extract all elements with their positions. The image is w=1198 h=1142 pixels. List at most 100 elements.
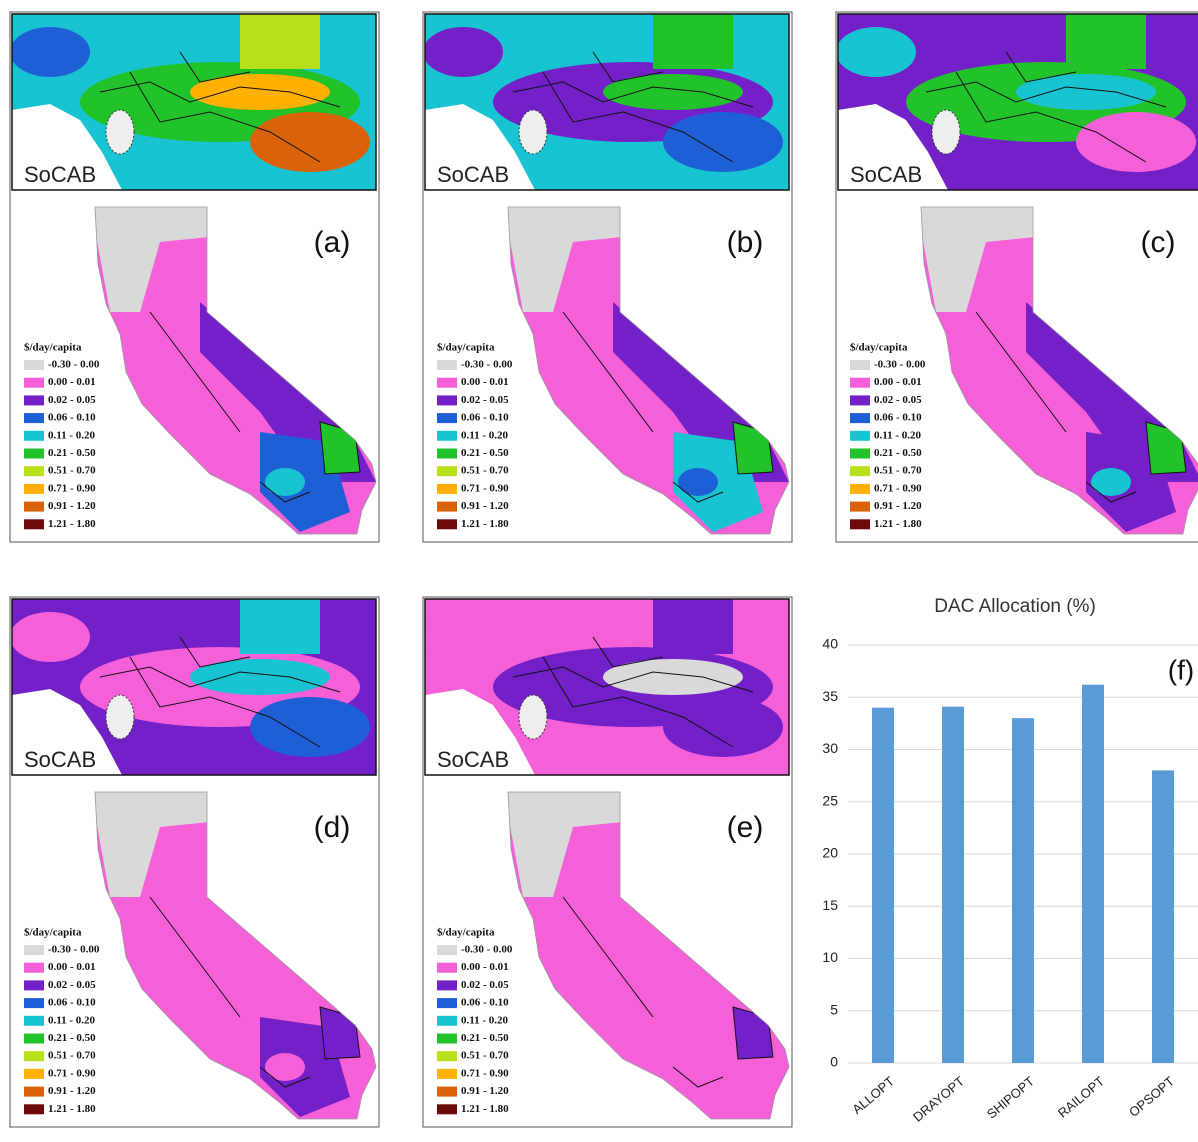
bar bbox=[872, 708, 894, 1063]
legend-swatch bbox=[437, 431, 457, 441]
legend-label: -0.30 - 0.00 bbox=[874, 359, 926, 371]
legend-title: $/day/capita bbox=[437, 342, 495, 354]
legend-swatch bbox=[437, 1034, 457, 1044]
legend-label: 0.06 - 0.10 bbox=[461, 997, 509, 1009]
legend-swatch bbox=[437, 360, 457, 370]
legend-swatch bbox=[850, 360, 870, 370]
urban-area bbox=[106, 110, 134, 154]
annotation: (f) bbox=[1168, 654, 1194, 685]
legend-label: 0.11 - 0.20 bbox=[874, 429, 922, 441]
region bbox=[1091, 468, 1131, 496]
urban-area bbox=[106, 695, 134, 739]
region bbox=[423, 612, 503, 662]
y-tick-label: 10 bbox=[822, 949, 838, 965]
y-tick-label: 35 bbox=[822, 688, 838, 704]
legend-label: -0.30 - 0.00 bbox=[461, 944, 513, 956]
legend-swatch bbox=[24, 466, 44, 476]
map-panel: SoCAB(c)$/day/capita-0.30 - 0.000.00 - 0… bbox=[836, 12, 1198, 542]
legend-swatch bbox=[850, 431, 870, 441]
legend-label: 0.51 - 0.70 bbox=[48, 1050, 96, 1062]
legend-label: 0.00 - 0.01 bbox=[461, 961, 509, 973]
legend-swatch bbox=[850, 413, 870, 423]
x-tick-label: ALLOPT bbox=[849, 1073, 897, 1117]
bar bbox=[1152, 770, 1174, 1063]
legend-swatch bbox=[437, 998, 457, 1008]
map-panel: SoCAB(d)$/day/capita-0.30 - 0.000.00 - 0… bbox=[10, 597, 380, 1127]
legend-swatch bbox=[437, 395, 457, 405]
legend-label: -0.30 - 0.00 bbox=[48, 359, 100, 371]
legend-label: 0.02 - 0.05 bbox=[48, 394, 96, 406]
region bbox=[250, 697, 370, 757]
legend-label: 0.02 - 0.05 bbox=[461, 394, 509, 406]
legend-label: 0.02 - 0.05 bbox=[461, 979, 509, 991]
legend-label: 0.00 - 0.01 bbox=[874, 376, 922, 388]
panel-label: (c) bbox=[1141, 226, 1176, 259]
legend-swatch bbox=[437, 1051, 457, 1061]
legend-label: 1.21 - 1.80 bbox=[461, 1103, 509, 1115]
bar bbox=[1082, 685, 1104, 1063]
region bbox=[10, 612, 90, 662]
legend-swatch bbox=[24, 998, 44, 1008]
figure: SoCAB(a)$/day/capita-0.30 - 0.000.00 - 0… bbox=[0, 0, 1198, 1142]
inset-label: SoCAB bbox=[24, 162, 96, 187]
legend-swatch bbox=[24, 1069, 44, 1079]
region bbox=[265, 468, 305, 496]
bar bbox=[1012, 718, 1034, 1063]
legend-label: 0.06 - 0.10 bbox=[48, 997, 96, 1009]
legend-swatch bbox=[850, 519, 870, 529]
x-tick-label: DRAYOPT bbox=[910, 1073, 967, 1124]
region bbox=[240, 14, 320, 69]
legend-label: 0.11 - 0.20 bbox=[48, 1014, 96, 1026]
chart-title: DAC Allocation (%) bbox=[934, 596, 1096, 617]
legend-label: -0.30 - 0.00 bbox=[48, 944, 100, 956]
legend-swatch bbox=[437, 1104, 457, 1114]
urban-area bbox=[932, 110, 960, 154]
legend-swatch bbox=[24, 413, 44, 423]
legend-label: 0.00 - 0.01 bbox=[48, 376, 96, 388]
region bbox=[678, 1053, 718, 1081]
inset-label: SoCAB bbox=[850, 162, 922, 187]
legend-swatch bbox=[437, 484, 457, 494]
y-tick-label: 5 bbox=[830, 1001, 838, 1017]
legend-swatch bbox=[437, 449, 457, 459]
legend-label: 0.21 - 0.50 bbox=[461, 1032, 509, 1044]
legend-swatch bbox=[24, 1087, 44, 1097]
legend-swatch bbox=[24, 1104, 44, 1114]
y-tick-label: 30 bbox=[822, 740, 838, 756]
legend-label: 0.91 - 1.20 bbox=[461, 1085, 509, 1097]
legend-label: 0.11 - 0.20 bbox=[461, 1014, 509, 1026]
legend-title: $/day/capita bbox=[24, 927, 82, 939]
legend-swatch bbox=[24, 395, 44, 405]
legend-label: 0.00 - 0.01 bbox=[48, 961, 96, 973]
legend-label: 0.21 - 0.50 bbox=[874, 447, 922, 459]
legend-label: 0.02 - 0.05 bbox=[874, 394, 922, 406]
legend-swatch bbox=[437, 378, 457, 388]
region bbox=[423, 27, 503, 77]
legend-label: 0.91 - 1.20 bbox=[461, 500, 509, 512]
legend-label: 1.21 - 1.80 bbox=[461, 518, 509, 530]
legend-title: $/day/capita bbox=[437, 927, 495, 939]
legend-swatch bbox=[850, 502, 870, 512]
region bbox=[836, 27, 916, 77]
legend-label: 0.71 - 0.90 bbox=[874, 482, 922, 494]
legend-label: 1.21 - 1.80 bbox=[874, 518, 922, 530]
legend-swatch bbox=[437, 502, 457, 512]
region bbox=[265, 1053, 305, 1081]
legend-label: 0.71 - 0.90 bbox=[461, 1067, 509, 1079]
legend-label: 0.21 - 0.50 bbox=[461, 447, 509, 459]
legend-swatch bbox=[24, 502, 44, 512]
legend-label: 0.51 - 0.70 bbox=[461, 465, 509, 477]
inset-label: SoCAB bbox=[437, 162, 509, 187]
region bbox=[663, 112, 783, 172]
legend-swatch bbox=[437, 1016, 457, 1026]
urban-area bbox=[519, 695, 547, 739]
legend-label: 0.51 - 0.70 bbox=[48, 465, 96, 477]
legend-label: 0.91 - 1.20 bbox=[48, 500, 96, 512]
legend-swatch bbox=[437, 945, 457, 955]
legend-label: 0.11 - 0.20 bbox=[461, 429, 509, 441]
y-tick-label: 0 bbox=[830, 1054, 838, 1070]
map-panel: SoCAB(e)$/day/capita-0.30 - 0.000.00 - 0… bbox=[423, 597, 793, 1127]
legend-label: 0.51 - 0.70 bbox=[874, 465, 922, 477]
legend-swatch bbox=[24, 963, 44, 973]
legend-swatch bbox=[24, 431, 44, 441]
